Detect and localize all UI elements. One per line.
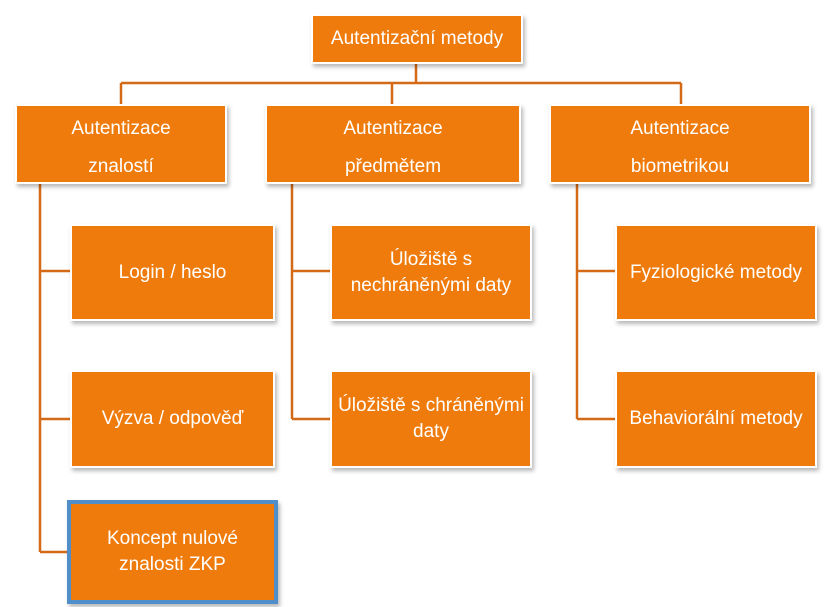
category-node-autentizace-biometrikou[interactable]: Autentizace biometrikou — [549, 104, 811, 184]
leaf-label-line1: Koncept nulové — [107, 528, 238, 550]
leaf-label-line1: Behaviorální metody — [629, 408, 803, 430]
category-label-line1: Autentizace — [343, 118, 443, 139]
leaf-label-line2: daty — [413, 421, 449, 442]
leaf-node-uloziste-chranene[interactable]: Úložiště s chráněnými daty — [330, 370, 532, 468]
leaf-label-line2: znalosti ZKP — [119, 554, 226, 575]
category-label-line2: předmětem — [344, 156, 442, 177]
leaf-node-fyziologicke-metody[interactable]: Fyziologické metody — [615, 224, 817, 321]
category-node-autentizace-predmetem[interactable]: Autentizace předmětem — [265, 104, 521, 184]
category-label-line1: Autentizace — [71, 118, 171, 139]
leaf-node-koncept-nulove-znalosti[interactable]: Koncept nulové znalosti ZKP — [67, 500, 278, 604]
category-label-line2: znalostí — [88, 156, 154, 177]
leaf-node-behavioralni-metody[interactable]: Behaviorální metody — [615, 370, 817, 468]
leaf-node-login-heslo[interactable]: Login / heslo — [70, 224, 275, 321]
leaf-label-line1: Úložiště s chráněnými — [338, 395, 524, 417]
root-node-label: Autentizační metody — [330, 28, 504, 50]
root-node[interactable]: Autentizační metody — [311, 14, 523, 64]
leaf-label-line1: Výzva / odpověď — [101, 408, 244, 430]
leaf-label-line2: nechráněnými daty — [350, 274, 512, 296]
leaf-node-uloziste-nechranene[interactable]: Úložiště s nechráněnými daty — [330, 224, 532, 321]
category-node-autentizace-znalosti[interactable]: Autentizace znalostí — [15, 104, 227, 184]
leaf-label-line1: Login / heslo — [118, 261, 227, 283]
category-label-line1: Autentizace — [630, 118, 730, 139]
category-label-line2: biometrikou — [630, 156, 730, 177]
leaf-node-vyzva-odpoved[interactable]: Výzva / odpověď — [70, 370, 275, 468]
leaf-label-line1: Fyziologické metody — [629, 261, 803, 283]
leaf-label-line1: Úložiště s — [389, 248, 473, 270]
